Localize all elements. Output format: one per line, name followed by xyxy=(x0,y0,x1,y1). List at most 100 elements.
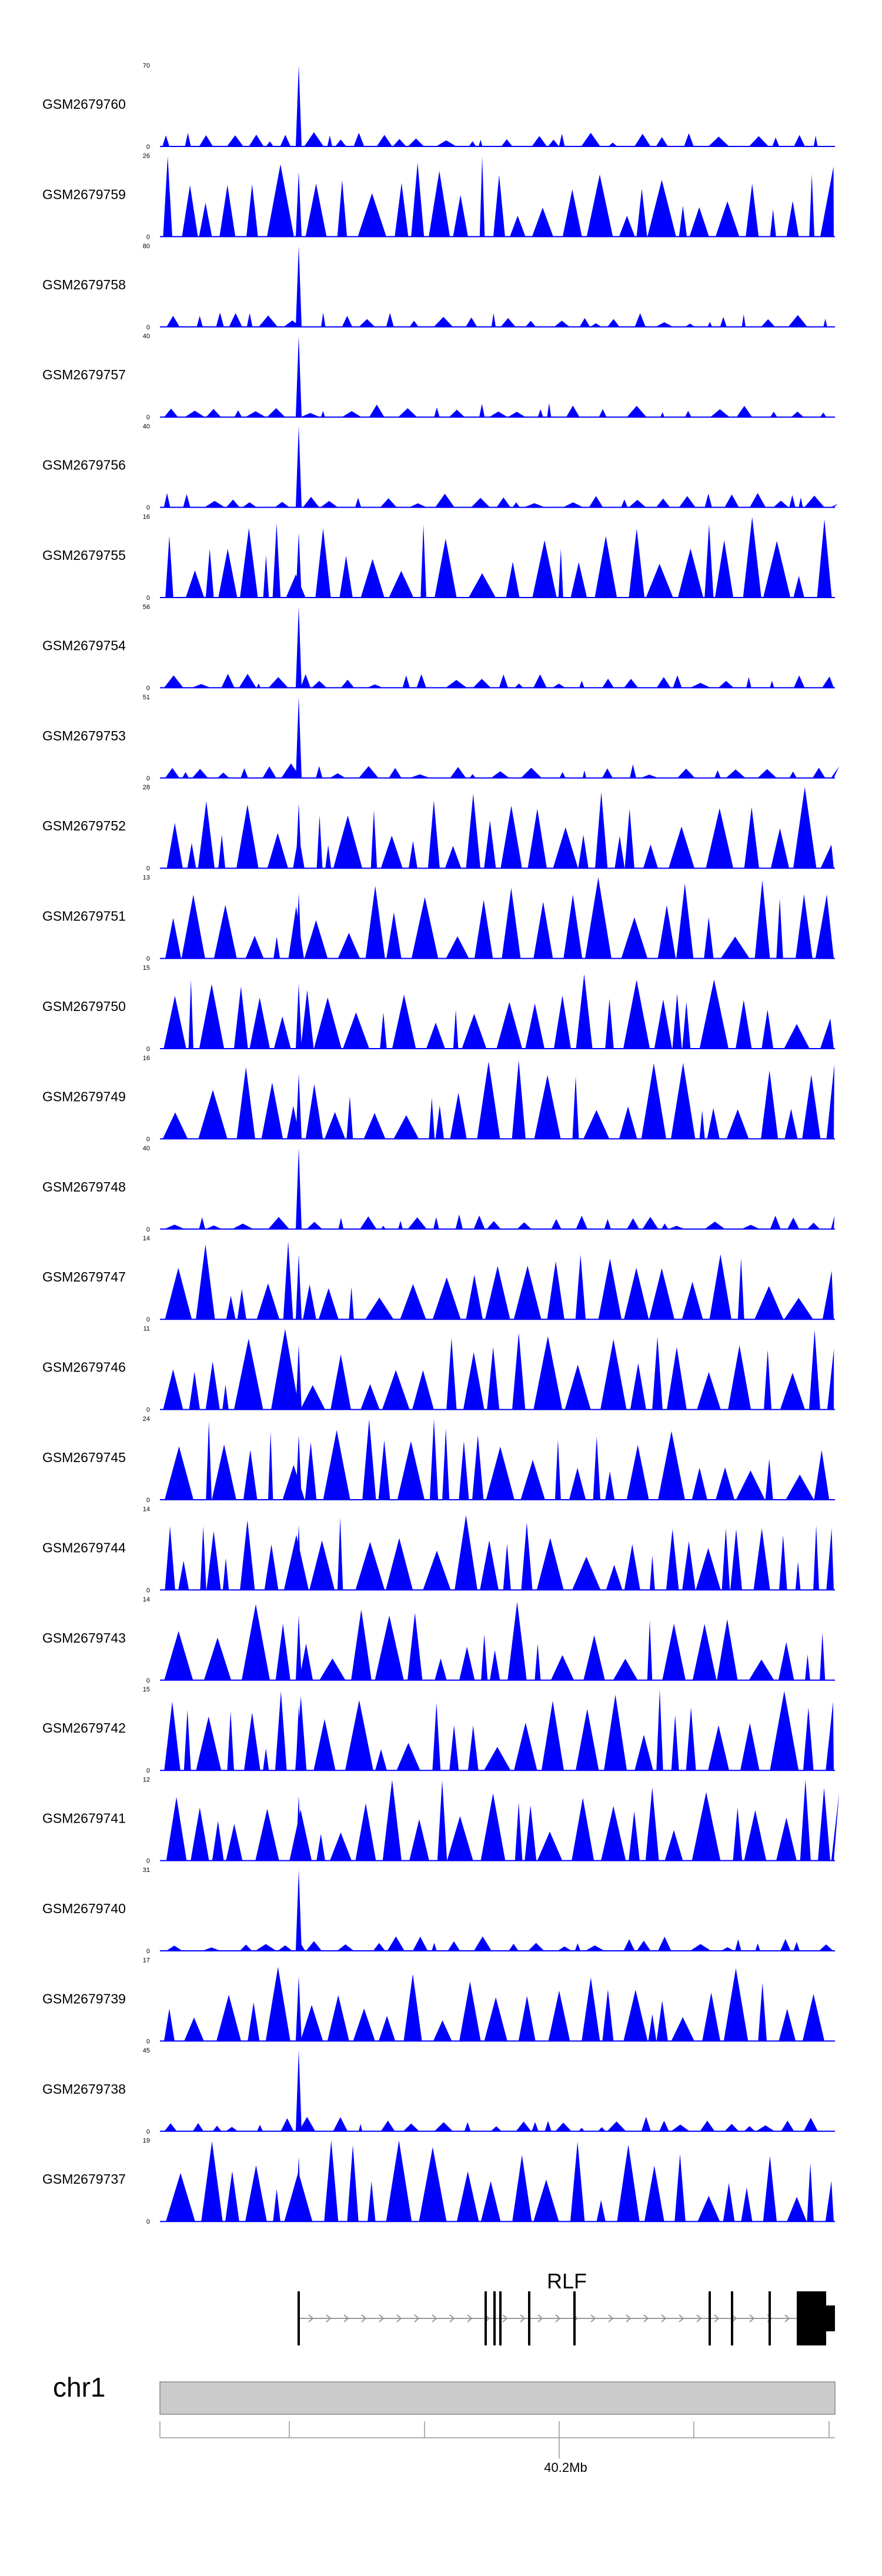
coverage-profile xyxy=(160,763,840,778)
gene-exon xyxy=(298,2291,300,2345)
track-ymax-label: 26 xyxy=(143,152,150,159)
track-label: GSM2679745 xyxy=(42,1450,126,1465)
strand-arrow-icon xyxy=(396,2314,402,2323)
track-ymax-label: 14 xyxy=(143,1506,150,1513)
track-GSM2679745: GSM2679745 24 0 xyxy=(42,1416,835,1504)
strand-arrow-icon xyxy=(449,2314,455,2323)
gene-exon xyxy=(493,2291,496,2345)
coverage-profile xyxy=(160,493,838,508)
track-GSM2679738: GSM2679738 45 0 xyxy=(42,2047,835,2135)
strand-arrow-icon xyxy=(537,2314,543,2323)
track-GSM2679757: GSM2679757 40 0 xyxy=(42,333,835,421)
track-ymax-label: 70 xyxy=(143,62,150,69)
strand-arrow-icon xyxy=(520,2314,526,2323)
track-ymin-label: 0 xyxy=(146,685,150,692)
strand-arrow-icon xyxy=(502,2314,508,2323)
track-ymin-label: 0 xyxy=(146,2038,150,2045)
track-ymin-label: 0 xyxy=(146,233,150,241)
track-ymax-label: 56 xyxy=(143,603,150,610)
strand-arrow-icon xyxy=(308,2314,314,2323)
track-GSM2679755: GSM2679755 16 0 xyxy=(42,513,835,602)
track-GSM2679746: GSM2679746 11 0 xyxy=(42,1326,835,1414)
ideogram-track: chr1 xyxy=(53,2372,836,2415)
gene-track: RLF xyxy=(298,2269,835,2345)
coverage-profile xyxy=(160,787,835,869)
strand-arrow-icon xyxy=(590,2314,596,2323)
track-GSM2679740: GSM2679740 31 0 xyxy=(42,1867,835,1955)
strand-arrow-icon xyxy=(414,2314,420,2323)
strand-arrow-icon xyxy=(643,2314,649,2323)
coverage-profile xyxy=(160,1779,840,1861)
gene-exon xyxy=(709,2291,711,2345)
coverage-profile xyxy=(160,1601,835,1680)
track-ymin-label: 0 xyxy=(146,1046,150,1053)
track-label: GSM2679749 xyxy=(42,1089,126,1104)
track-ymin-label: 0 xyxy=(146,1948,150,1955)
track-GSM2679752: GSM2679752 28 0 xyxy=(42,784,835,872)
track-GSM2679750: GSM2679750 15 0 xyxy=(42,965,835,1053)
strand-arrow-icon xyxy=(361,2314,367,2323)
coverage-peak xyxy=(296,1796,302,1861)
coverage-peak xyxy=(296,245,302,327)
track-ymin-label: 0 xyxy=(146,2218,150,2225)
track-label: GSM2679744 xyxy=(42,1540,126,1555)
track-ymin-label: 0 xyxy=(146,595,150,602)
coverage-peak xyxy=(296,172,302,237)
track-label: GSM2679748 xyxy=(42,1179,126,1194)
gene-exon xyxy=(499,2291,502,2345)
track-GSM2679749: GSM2679749 16 0 xyxy=(42,1055,835,1143)
strand-arrow-icon xyxy=(679,2314,684,2323)
coverage-tracks: GSM2679760700GSM2679759260GSM2679758800G… xyxy=(42,62,840,2225)
track-ymax-label: 16 xyxy=(143,513,150,520)
coverage-peak xyxy=(296,983,302,1049)
coverage-peak xyxy=(296,803,302,869)
track-ymin-label: 0 xyxy=(146,1226,150,1233)
coverage-profile xyxy=(160,312,835,327)
coverage-peak xyxy=(296,1870,302,1951)
track-GSM2679751: GSM2679751 13 0 xyxy=(42,875,835,963)
strand-arrow-icon xyxy=(608,2314,614,2323)
track-ymax-label: 40 xyxy=(143,333,150,340)
coverage-peak xyxy=(296,426,302,508)
coverage-peak xyxy=(296,1615,302,1680)
coverage-peak xyxy=(296,336,302,418)
track-ymax-label: 15 xyxy=(143,965,150,972)
track-GSM2679759: GSM2679759 26 0 xyxy=(42,152,835,241)
strand-arrow-icon xyxy=(714,2314,720,2323)
track-ymin-label: 0 xyxy=(146,956,150,963)
track-label: GSM2679757 xyxy=(42,367,126,382)
track-ymax-label: 19 xyxy=(143,2137,150,2144)
track-label: GSM2679754 xyxy=(42,638,126,653)
track-ymin-label: 0 xyxy=(146,1858,150,1865)
track-label: GSM2679752 xyxy=(42,818,126,833)
track-GSM2679758: GSM2679758 80 0 xyxy=(42,243,835,331)
chromosome-bar xyxy=(159,2381,836,2415)
coverage-profile xyxy=(160,2117,835,2131)
strand-arrow-icon xyxy=(326,2314,332,2323)
coverage-peak xyxy=(296,532,302,598)
track-GSM2679737: GSM2679737 19 0 xyxy=(42,2137,835,2225)
coverage-profile xyxy=(160,1060,835,1139)
track-GSM2679747: GSM2679747 14 0 xyxy=(42,1235,835,1323)
track-GSM2679739: GSM2679739 17 0 xyxy=(42,1957,835,2045)
track-ymin-label: 0 xyxy=(146,865,150,872)
coverage-profile xyxy=(160,1419,835,1500)
track-label: GSM2679753 xyxy=(42,728,126,743)
track-ymax-label: 14 xyxy=(143,1596,150,1603)
strand-arrow-icon xyxy=(661,2314,667,2323)
coverage-peak xyxy=(296,1976,302,2041)
track-label: GSM2679747 xyxy=(42,1269,126,1284)
gene-exon xyxy=(573,2291,576,2345)
coverage-peak xyxy=(296,1147,302,1229)
track-label: GSM2679741 xyxy=(42,1811,126,1826)
coverage-peak xyxy=(296,2050,302,2131)
coverage-profile xyxy=(160,1214,835,1229)
track-ymax-label: 40 xyxy=(143,1145,150,1152)
coverage-profile xyxy=(160,974,835,1049)
coverage-profile xyxy=(160,1241,835,1320)
gene-exon xyxy=(485,2291,487,2345)
track-ymin-label: 0 xyxy=(146,1316,150,1323)
track-ymax-label: 28 xyxy=(143,784,150,791)
track-ymax-label: 80 xyxy=(143,243,150,250)
